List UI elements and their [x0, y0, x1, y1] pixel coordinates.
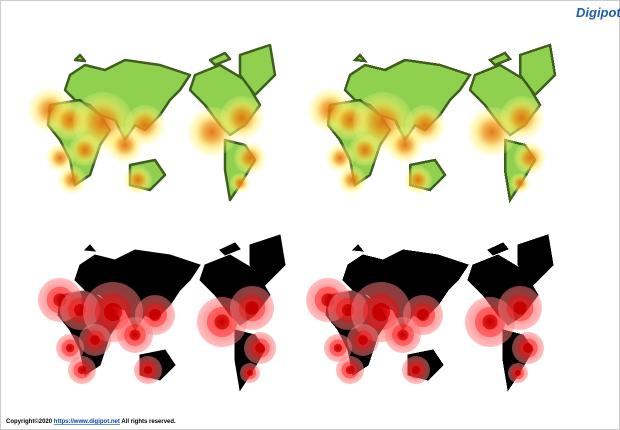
- heat-spot: [402, 356, 430, 384]
- heat-spot: [117, 317, 153, 353]
- heat-spot: [69, 134, 101, 166]
- heat-spot: [230, 173, 250, 193]
- heat-spot: [338, 166, 366, 194]
- link[interactable]: https://www.digipot.net: [54, 419, 120, 425]
- heat-spot: [58, 166, 86, 194]
- heat-spot: [512, 332, 544, 364]
- heat-spot: [404, 166, 432, 194]
- heat-spot: [240, 363, 260, 383]
- copyright: Copyright©2020: [6, 418, 53, 425]
- heat-spot: [134, 356, 162, 384]
- heat-spot: [508, 363, 528, 383]
- heat-spot: [514, 142, 546, 174]
- heat-spot: [326, 144, 354, 172]
- heat-spot: [220, 96, 264, 140]
- heat-spot: [107, 127, 143, 163]
- heat-spot: [79, 324, 111, 356]
- heat-spot: [349, 134, 381, 166]
- heat-spot: [324, 334, 352, 362]
- heat-spot: [387, 127, 423, 163]
- world-map: [38, 234, 286, 391]
- heat-spot: [68, 356, 96, 384]
- heat-spot: [336, 356, 364, 384]
- heat-spot: [124, 166, 152, 194]
- logo: Digipot: [576, 5, 620, 20]
- heat-spot: [230, 286, 274, 330]
- maps: [28, 43, 557, 391]
- heat-spot: [234, 142, 266, 174]
- heat-spot: [498, 286, 542, 330]
- rights: All rights reserved.: [121, 419, 176, 425]
- heat-spot: [56, 334, 84, 362]
- heat-spot: [46, 144, 74, 172]
- heat-spot: [500, 96, 544, 140]
- heat-spot: [244, 332, 276, 364]
- world-map: [308, 43, 557, 202]
- footer: Copyright©2020 https://www.digipot.net A…: [6, 418, 176, 425]
- heat-spot: [385, 317, 421, 353]
- world-map: [306, 234, 554, 391]
- world-map: [28, 43, 277, 202]
- heat-spot: [347, 324, 379, 356]
- heat-spot: [510, 173, 530, 193]
